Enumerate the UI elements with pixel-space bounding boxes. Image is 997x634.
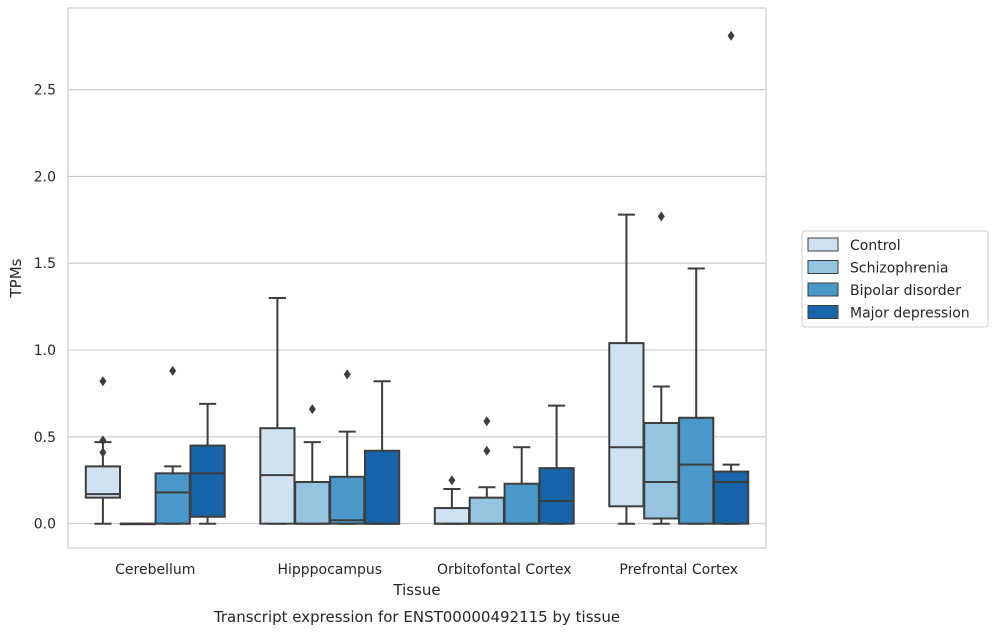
box-body (468, 496, 505, 525)
legend-swatch (807, 260, 839, 274)
outlier-point (99, 447, 107, 458)
y-tick-label: 1.0 (34, 343, 56, 359)
outlier-point (308, 404, 316, 415)
outlier-point (483, 445, 491, 456)
box-1-0 (119, 522, 156, 526)
x-tick-labels: Cerebellum Hipppocampus Orbitofontal Corte… (115, 562, 738, 578)
legend-frame (801, 230, 989, 328)
box-3-1 (363, 380, 401, 525)
y-tick-label: 1.5 (34, 256, 56, 272)
box-body (154, 472, 191, 525)
box-body (643, 421, 680, 520)
y-tick-label: 0.5 (34, 430, 56, 446)
legend-swatch (807, 237, 839, 252)
legend-label: Control (850, 238, 901, 254)
legend-label: Schizophrenia (850, 261, 948, 277)
outlier-point (727, 30, 735, 41)
box-0-0 (84, 376, 122, 525)
boxes (84, 30, 750, 526)
box-1-2 (468, 416, 505, 525)
box-3-2 (538, 404, 575, 525)
x-tick-label: Orbitofontal Cortex (437, 562, 572, 578)
x-axis-label: Tissue (392, 581, 440, 599)
y-axis-label: TPMs (7, 258, 25, 298)
box-1-1 (294, 404, 331, 525)
legend-label: Major depression (850, 306, 970, 322)
outlier-point (343, 369, 351, 380)
outlier-point (657, 211, 665, 222)
y-tick-label: 2.5 (34, 83, 56, 99)
outlier-point (99, 376, 107, 387)
box-body (189, 444, 226, 518)
outlier-point (99, 435, 107, 446)
x-tick-label: Prefrontal Cortex (619, 562, 738, 578)
outlier-point (483, 416, 491, 427)
legend-swatch (807, 305, 839, 319)
legend: Control Schizophrenia Bipolar disorder Majo… (801, 230, 989, 328)
box-2-1 (329, 369, 366, 525)
box-body (712, 470, 750, 525)
box-3-3 (712, 30, 750, 525)
x-tick-label: Cerebellum (115, 562, 195, 578)
plot-frame (67, 7, 767, 549)
box-body (433, 507, 471, 525)
box-body (329, 475, 366, 525)
box-body (294, 481, 331, 525)
box-0-2 (433, 475, 471, 525)
box-2-0 (154, 365, 191, 525)
y-tick-label: 0.0 (34, 517, 56, 533)
legend-label: Bipolar disorder (850, 283, 961, 299)
legend-swatch (807, 282, 839, 297)
box-body (608, 342, 645, 508)
box-body (363, 449, 401, 525)
y-tick-labels: 0.0 0.5 1.0 1.5 2.0 2.5 (34, 83, 56, 533)
box-0-1 (259, 296, 296, 525)
box-body (503, 482, 540, 525)
outlier-point (169, 365, 177, 376)
y-tick-label: 2.0 (34, 169, 56, 185)
outlier-point (448, 475, 456, 486)
box-body (84, 465, 122, 499)
x-tick-label: Hipppocampus (277, 562, 382, 578)
box-body (678, 416, 715, 525)
chart-title: Transcript expression for ENST0000049211… (213, 608, 620, 626)
box-0-3 (608, 213, 645, 525)
box-3-0 (189, 402, 226, 525)
box-body (538, 467, 575, 525)
